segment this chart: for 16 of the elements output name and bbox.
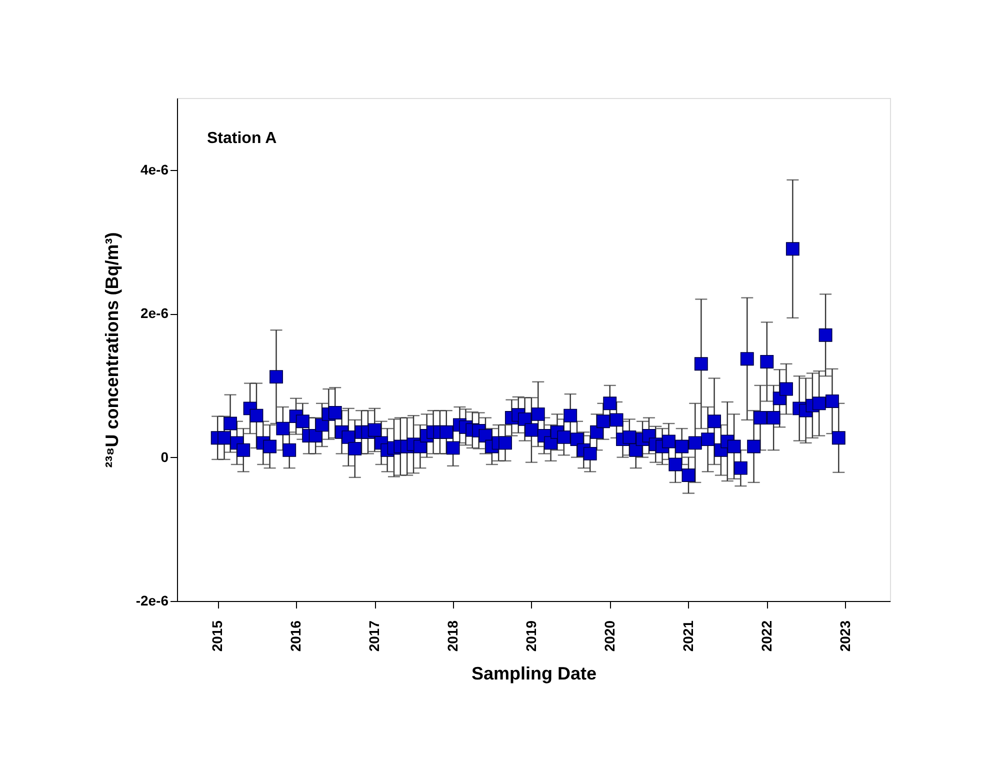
x-tick-label: 2023 <box>836 620 853 652</box>
y-tick-label: -2e-6 <box>136 592 169 608</box>
x-tick-label: 2021 <box>680 620 696 652</box>
x-tick-label: 2019 <box>522 620 539 652</box>
x-tick-label: 2018 <box>444 620 461 652</box>
x-tick-label: 2016 <box>288 620 304 652</box>
x-tick-label: 2015 <box>209 620 226 652</box>
y-tick-label: 4e-6 <box>140 161 169 178</box>
x-tick-label: 2020 <box>601 620 618 652</box>
x-axis-title: Sampling Date <box>471 664 597 684</box>
y-tick-label: 0 <box>160 448 169 465</box>
x-tick-label: 2017 <box>366 620 382 652</box>
y-tick-label: 2e-6 <box>140 305 169 322</box>
x-tick-label: 2022 <box>758 620 774 652</box>
y-axis-title: ²³⁸U concentrations (Bq/m³) <box>102 232 122 468</box>
annotation: Station A <box>207 130 278 147</box>
